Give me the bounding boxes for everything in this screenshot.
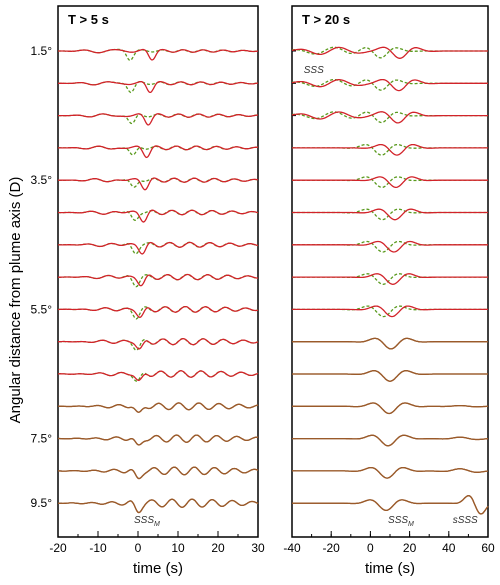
trace-solid [58, 273, 259, 287]
trace-solid [58, 48, 259, 61]
trace-dashed [292, 495, 489, 515]
trace-solid [292, 305, 488, 318]
plot-frame [291, 5, 489, 538]
trace-dashed [292, 305, 488, 318]
x-axis-title: time (s) [365, 560, 415, 577]
trace-dashed [58, 402, 259, 413]
trace-dashed [291, 46, 488, 59]
trace-solid [291, 78, 488, 92]
trace-solid [292, 273, 488, 285]
x-tick-label: 0 [367, 541, 374, 555]
trace-solid [292, 208, 488, 221]
trace-solid [58, 209, 259, 223]
trace-solid [292, 434, 489, 447]
x-tick-label: -10 [89, 541, 107, 555]
trace-dashed [292, 370, 488, 382]
y-tick-labels: 1.5° 3.5° 5.5° 7.5° 9.5° [31, 44, 53, 510]
trace-solid [292, 370, 488, 382]
trace-dashed [57, 338, 259, 352]
trace-dashed [58, 498, 259, 514]
x-tick-label: 0 [135, 541, 142, 555]
y-tick-label: 7.5° [31, 432, 53, 446]
trace-solid [58, 338, 259, 350]
trace-solid [292, 337, 488, 350]
plot-frame [57, 5, 259, 538]
phase-subscript: M [408, 521, 414, 528]
trace-solid [58, 177, 259, 191]
trace-dashed [58, 113, 258, 125]
trace-solid [58, 370, 259, 382]
trace-solid [292, 495, 489, 515]
trace-solid [58, 466, 259, 480]
y-axis-title: Angular distance from plume axis (D) [7, 177, 24, 424]
phase-label: SSS [304, 65, 324, 76]
trace-solid [292, 466, 488, 479]
trace-solid [58, 402, 259, 413]
trace-solid [58, 145, 259, 159]
x-tick-label: -40 [283, 541, 301, 555]
phase-label: SSSM [134, 515, 160, 528]
phase-label: sSSS [453, 515, 478, 526]
x-tick-label: 20 [403, 541, 417, 555]
trace-dashed [292, 208, 488, 221]
x-tick-label: 40 [442, 541, 456, 555]
trace-solid [292, 240, 488, 253]
trace-solid [58, 305, 259, 319]
y-tick-label: 3.5° [31, 173, 53, 187]
x-tick-label: 60 [481, 541, 495, 555]
trace-solid [292, 402, 488, 415]
trace-solid [292, 143, 488, 156]
x-tick-label: 20 [211, 541, 225, 555]
x-tick-label: 30 [251, 541, 265, 555]
y-tick-label: 9.5° [31, 496, 53, 510]
phase-label: SSSM [388, 515, 414, 528]
trace-solid [291, 111, 488, 124]
trace-solid [291, 46, 488, 59]
y-tick-label: 1.5° [31, 44, 53, 58]
panel-left: T > 5 s -20 -10 0 10 20 30 time (s) SSSM [49, 5, 265, 577]
trace-solid [58, 113, 259, 126]
x-tick-label: -20 [323, 541, 341, 555]
panel-title: T > 20 s [302, 12, 350, 27]
x-tick-label: 10 [171, 541, 185, 555]
trace-solid [292, 176, 488, 189]
trace-dashed [292, 402, 488, 415]
x-tick-label: -20 [49, 541, 67, 555]
trace-solid [58, 434, 259, 446]
panel-title: T > 5 s [68, 12, 109, 27]
y-tick-label: 5.5° [31, 302, 53, 316]
trace-solid [58, 498, 259, 514]
trace-dashed [292, 176, 488, 189]
trace-dashed [58, 145, 259, 156]
panel-right: T > 20 s -40 -20 0 20 40 60 time (s) SSS SSSM sSSS [283, 5, 495, 577]
phase-subscript: M [154, 521, 160, 528]
trace-solid [58, 80, 259, 94]
trace-solid [58, 241, 259, 255]
x-axis-title: time (s) [133, 560, 183, 577]
trace-dashed [291, 78, 488, 91]
trace-dashed [292, 337, 488, 350]
